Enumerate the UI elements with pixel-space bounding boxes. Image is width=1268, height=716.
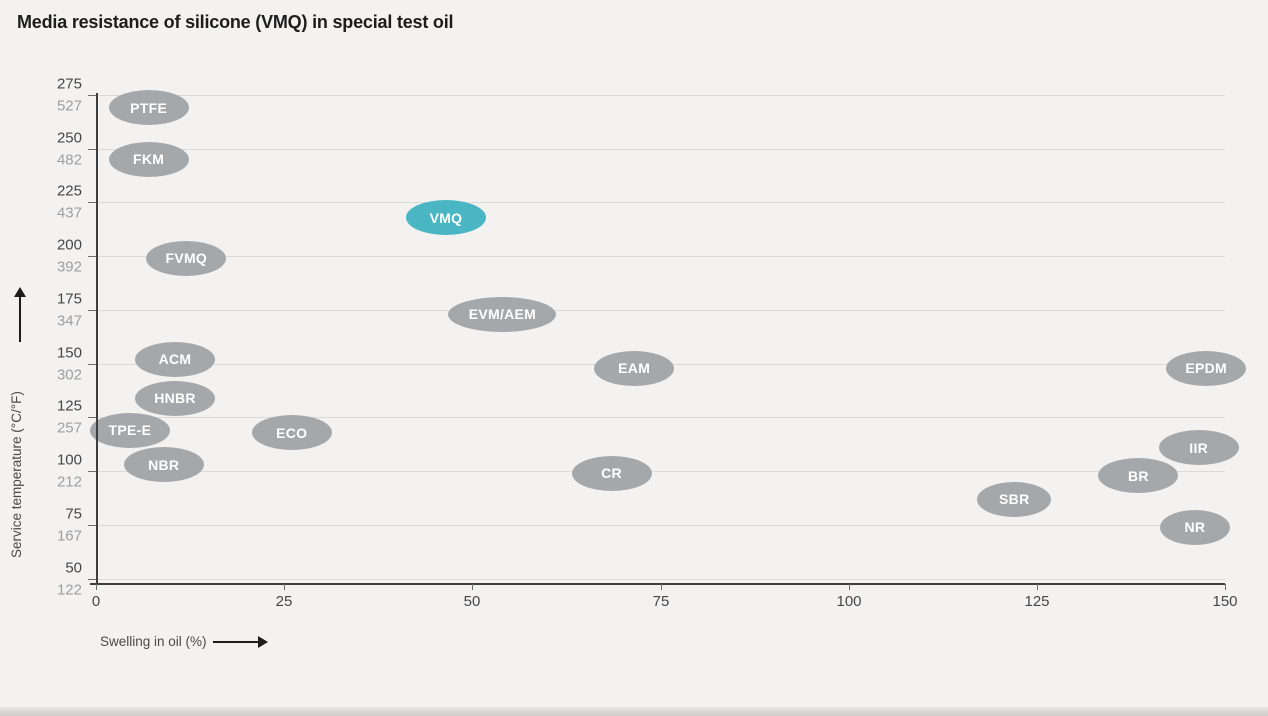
bubble-evm-aem: EVM/AEM [448,296,557,332]
bubble-sbr: SBR [977,481,1052,517]
bubble-eco: ECO [251,415,332,450]
x-tick-0 [96,584,97,590]
x-tick-label: 75 [652,593,670,610]
y-tick-label-fahrenheit: 482 [56,151,82,169]
chart-title: Media resistance of silicone (VMQ) in sp… [17,12,454,32]
gridline-50c [96,579,1225,580]
bubble-vmq: VMQ [405,200,486,236]
x-tick-label: 125 [1024,593,1050,610]
x-tick-label: 25 [275,593,293,610]
x-tick-125 [1037,584,1038,590]
gridline-225c [96,202,1225,203]
y-tick-100c [88,471,96,472]
gridline-275c [96,95,1225,96]
x-axis-arrow-right-icon [258,636,268,648]
gridline-250c [96,149,1225,150]
bubble-cr: CR [571,455,652,491]
gridline-125c [96,417,1225,418]
bubble-eam: EAM [594,350,675,386]
x-tick-25 [284,584,285,590]
y-tick-label-fahrenheit: 527 [56,97,82,115]
y-tick-label-celsius: 75 [65,505,82,523]
x-tick-label: 100 [836,593,862,610]
y-tick-225c [88,202,96,203]
y-axis-line [96,93,98,583]
gridline-75c [96,525,1225,526]
bubble-br: BR [1098,458,1179,493]
y-tick-125c [88,417,96,418]
y-tick-label-celsius: 225 [56,182,82,200]
y-tick-150c [88,364,96,365]
x-tick-50 [472,584,473,590]
x-axis-arrow-line [213,641,258,643]
y-tick-250c [88,149,96,150]
y-tick-label-fahrenheit: 257 [56,419,82,437]
y-tick-label-celsius: 250 [56,129,82,147]
y-tick-label-fahrenheit: 122 [56,581,82,599]
bubble-nbr: NBR [123,447,204,483]
y-tick-275c [88,95,96,96]
y-axis-title: Service temperature (°C/°F) [9,391,24,559]
bubble-fvmq: FVMQ [146,240,227,276]
bubble-iir: IIR [1158,430,1239,466]
plot-area: PTFE FKM VMQ FVMQ EVM/AEM ACM EAM EPDM HNBR TPE-E… [89,90,1247,583]
y-tick-50c [88,579,96,580]
x-tick-label: 150 [1212,593,1238,610]
y-tick-175c [88,310,96,311]
y-tick-label-celsius: 150 [56,344,82,362]
x-tick-100 [849,584,850,590]
x-axis-title: Swelling in oil (%) [100,634,207,649]
x-tick-label: 50 [463,593,481,610]
x-axis-line [90,583,1225,585]
y-tick-label-fahrenheit: 212 [56,473,82,491]
gridline-175c [96,310,1225,311]
y-tick-label-celsius: 275 [56,75,82,93]
y-tick-label-fahrenheit: 347 [56,312,82,330]
y-tick-label-fahrenheit: 437 [56,204,82,222]
bubble-hnbr: HNBR [135,380,216,416]
x-tick-label: 0 [91,593,101,610]
y-tick-75c [88,525,96,526]
y-tick-label-fahrenheit: 392 [56,258,82,276]
bubble-nr: NR [1159,509,1230,545]
bubble-fkm: FKM [108,141,189,177]
y-tick-label-celsius: 50 [65,559,82,577]
y-tick-label-celsius: 100 [56,451,82,469]
y-axis-arrow-line [19,297,21,342]
y-tick-label-celsius: 200 [56,236,82,254]
y-tick-label-celsius: 175 [56,290,82,308]
y-tick-label-celsius: 125 [56,397,82,415]
gridline-100c [96,471,1225,472]
gridline-200c [96,256,1225,257]
page-bottom-edge [0,707,1268,716]
x-tick-75 [661,584,662,590]
bubble-epdm: EPDM [1166,350,1247,386]
bubble-acm: ACM [135,341,216,377]
y-tick-label-fahrenheit: 167 [56,527,82,545]
y-tick-200c [88,256,96,257]
y-tick-label-fahrenheit: 302 [56,366,82,384]
x-tick-150 [1225,584,1226,590]
bubble-ptfe: PTFE [108,90,189,126]
bubble-tpe-e: TPE-E [89,412,170,448]
y-axis-arrow-up-icon [14,287,26,297]
